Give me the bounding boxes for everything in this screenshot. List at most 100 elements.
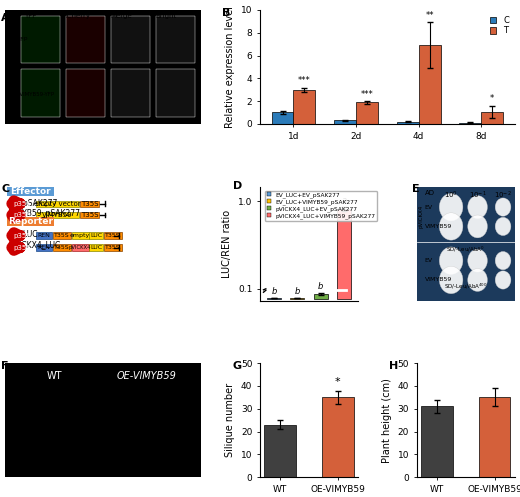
- Circle shape: [439, 193, 463, 221]
- Text: pVlCKX4: pVlCKX4: [69, 245, 92, 250]
- Text: EV: EV: [425, 205, 433, 210]
- FancyBboxPatch shape: [89, 233, 103, 239]
- Circle shape: [468, 196, 487, 219]
- Text: A: A: [1, 13, 10, 23]
- Text: T35S: T35S: [54, 233, 70, 238]
- Text: *: *: [490, 94, 495, 103]
- FancyBboxPatch shape: [89, 245, 103, 250]
- Bar: [421, 407, 453, 477]
- Circle shape: [495, 251, 511, 270]
- FancyBboxPatch shape: [7, 217, 54, 226]
- Text: p35S: p35S: [13, 201, 31, 207]
- Text: b: b: [318, 282, 323, 291]
- Text: SD/-Leu/AbA$^0$: SD/-Leu/AbA$^0$: [447, 245, 485, 254]
- FancyBboxPatch shape: [66, 69, 105, 117]
- Bar: [459, 123, 482, 124]
- Text: SD/-Leu/AbA$^{400}$: SD/-Leu/AbA$^{400}$: [444, 282, 488, 291]
- Text: Merge: Merge: [110, 13, 132, 19]
- Bar: [482, 112, 503, 124]
- Circle shape: [495, 198, 511, 216]
- FancyBboxPatch shape: [53, 245, 71, 250]
- Text: VlMYB59: VlMYB59: [42, 212, 72, 218]
- Text: T35S: T35S: [105, 233, 121, 238]
- Text: **: **: [425, 11, 434, 20]
- FancyBboxPatch shape: [35, 200, 79, 207]
- Text: b: b: [295, 287, 300, 296]
- Text: T35S: T35S: [81, 201, 98, 207]
- Text: YFP: YFP: [24, 13, 37, 19]
- Bar: [356, 102, 378, 124]
- Bar: [265, 425, 296, 477]
- FancyBboxPatch shape: [111, 69, 150, 117]
- Text: B: B: [222, 7, 230, 18]
- Text: 35S:VlMYB59-YFP: 35S:VlMYB59-YFP: [7, 92, 54, 97]
- Text: OE-VlMYB59: OE-VlMYB59: [116, 371, 176, 381]
- Text: EV: EV: [425, 258, 433, 263]
- FancyBboxPatch shape: [156, 15, 196, 64]
- Text: empty: empty: [70, 233, 90, 238]
- Y-axis label: LUC/REN ratio: LUC/REN ratio: [223, 209, 232, 278]
- Text: EV_LUC: EV_LUC: [9, 229, 37, 238]
- Text: T35S: T35S: [54, 245, 70, 250]
- Text: LUC: LUC: [90, 233, 102, 238]
- Text: EV-YFP: EV-YFP: [7, 37, 28, 42]
- Circle shape: [439, 266, 463, 294]
- Text: Bright: Bright: [155, 13, 177, 19]
- Text: pVlCKX4: pVlCKX4: [419, 205, 424, 228]
- FancyBboxPatch shape: [80, 212, 99, 218]
- Y-axis label: Plant height (cm): Plant height (cm): [382, 378, 392, 463]
- Circle shape: [495, 271, 511, 289]
- Text: Effector: Effector: [10, 187, 51, 196]
- Text: AD: AD: [425, 190, 435, 196]
- Text: EV_pSAK277: EV_pSAK277: [9, 198, 58, 208]
- Text: H: H: [389, 361, 399, 371]
- Text: F: F: [1, 361, 9, 371]
- Text: p35S: p35S: [13, 233, 31, 239]
- Legend: C, T: C, T: [488, 14, 511, 37]
- Circle shape: [468, 215, 487, 238]
- FancyBboxPatch shape: [111, 15, 150, 64]
- Text: b: b: [271, 287, 277, 296]
- Y-axis label: Relative expression level: Relative expression level: [225, 6, 236, 128]
- Bar: [397, 122, 419, 124]
- Text: a: a: [342, 196, 346, 205]
- Text: REN: REN: [37, 245, 50, 250]
- FancyBboxPatch shape: [21, 15, 60, 64]
- Bar: [337, 209, 351, 299]
- Text: VlMYB59: VlMYB59: [425, 224, 452, 229]
- FancyBboxPatch shape: [72, 245, 88, 250]
- Text: $10^{-1}$: $10^{-1}$: [469, 190, 486, 201]
- Text: ***: ***: [298, 77, 311, 85]
- Circle shape: [495, 217, 511, 236]
- Text: mCherry: mCherry: [61, 13, 91, 19]
- Circle shape: [439, 247, 463, 274]
- FancyBboxPatch shape: [66, 15, 105, 64]
- Bar: [479, 398, 510, 477]
- Y-axis label: Silique number: Silique number: [225, 383, 236, 457]
- Bar: [293, 89, 316, 124]
- FancyBboxPatch shape: [72, 233, 88, 239]
- Bar: [271, 112, 293, 124]
- Circle shape: [439, 213, 463, 240]
- Text: T35S: T35S: [105, 245, 121, 250]
- Bar: [322, 398, 354, 477]
- Bar: [314, 294, 328, 299]
- Text: $10^{-2}$: $10^{-2}$: [494, 190, 512, 201]
- FancyBboxPatch shape: [104, 233, 122, 239]
- Text: p35S: p35S: [13, 212, 31, 218]
- Text: empty vector: empty vector: [34, 201, 81, 207]
- Text: LUC: LUC: [90, 245, 102, 250]
- Legend: EV_LUC+EV_pSAK277, EV_LUC+VlMYB59_pSAK277, pVlCKX4_LUC+EV_pSAK277, pVlCKX4_LUC+V: EV_LUC+EV_pSAK277, EV_LUC+VlMYB59_pSAK27…: [265, 191, 377, 221]
- Text: VlMYB59: VlMYB59: [425, 277, 452, 282]
- Bar: [334, 120, 356, 124]
- FancyBboxPatch shape: [104, 245, 122, 250]
- Text: VlMYB59_pSAK277: VlMYB59_pSAK277: [9, 209, 81, 218]
- FancyBboxPatch shape: [7, 187, 54, 196]
- FancyBboxPatch shape: [35, 245, 52, 250]
- Text: pVlCKX4_LUC: pVlCKX4_LUC: [9, 241, 60, 250]
- Text: C: C: [1, 184, 9, 194]
- FancyBboxPatch shape: [21, 69, 60, 117]
- Text: $10^0$: $10^0$: [444, 190, 458, 201]
- Text: G: G: [232, 361, 242, 371]
- Text: ***: ***: [361, 89, 373, 98]
